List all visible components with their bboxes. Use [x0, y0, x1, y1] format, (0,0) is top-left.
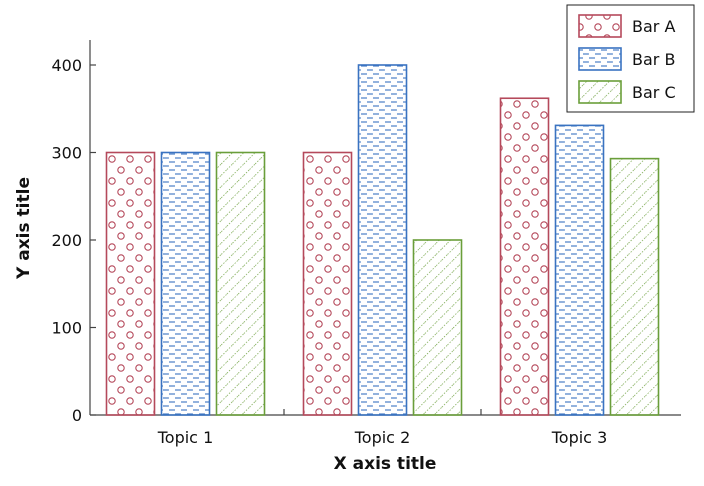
x-tick-label: Topic 2: [354, 428, 411, 447]
y-tick-label: 400: [51, 56, 82, 75]
bar-bar-b-topic-2: [357, 64, 408, 416]
x-tick-label: Topic 3: [551, 428, 608, 447]
bar-bar-b-topic-3: [554, 124, 605, 416]
legend-swatch: [578, 80, 622, 104]
legend: Bar A Bar B Bar C: [566, 4, 695, 113]
y-axis-title: Y axis title: [14, 177, 34, 280]
x-axis-title: X axis title: [334, 454, 437, 474]
legend-label: Bar A: [632, 17, 675, 36]
y-tick-label: 100: [51, 319, 82, 338]
bar-bar-b-topic-1: [160, 151, 211, 416]
legend-label: Bar B: [632, 50, 675, 69]
legend-swatch: [578, 47, 622, 71]
y-tick-label: 300: [51, 144, 82, 163]
bar-bar-c-topic-2: [412, 239, 463, 416]
x-ticks: Topic 1 Topic 2 Topic 3: [157, 409, 608, 447]
bars: [105, 64, 660, 416]
x-tick-label: Topic 1: [157, 428, 214, 447]
bar-bar-a-topic-1: [105, 151, 156, 416]
legend-label: Bar C: [632, 83, 676, 102]
bar-bar-a-topic-2: [302, 151, 353, 416]
bar-bar-c-topic-1: [215, 151, 266, 416]
legend-swatch: [578, 14, 622, 38]
bar-bar-c-topic-3: [609, 157, 660, 416]
y-tick-label: 200: [51, 231, 82, 250]
y-tick-label: 0: [72, 406, 82, 425]
bar-bar-a-topic-3: [499, 97, 550, 416]
y-ticks: 0 100 200 300 400: [51, 56, 96, 425]
